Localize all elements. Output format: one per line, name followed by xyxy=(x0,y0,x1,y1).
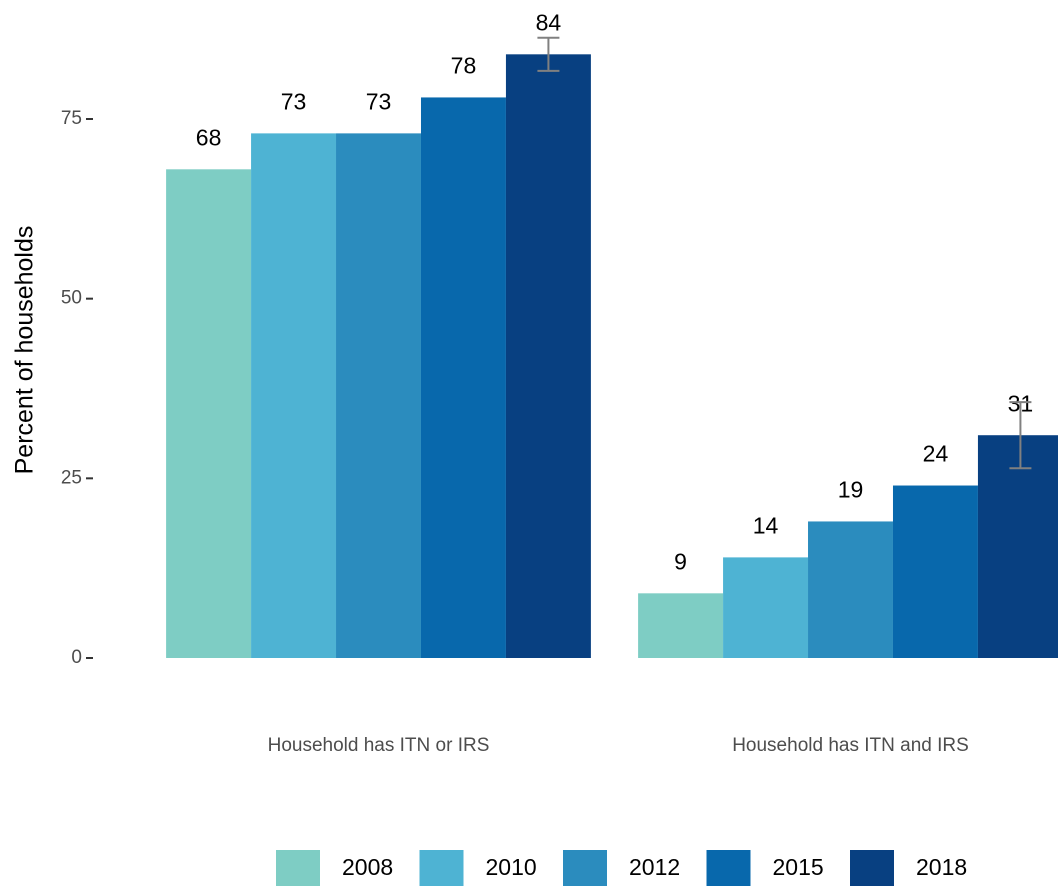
bar xyxy=(251,133,337,658)
legend-label: 2012 xyxy=(629,854,680,880)
y-tick-label: 50 xyxy=(61,288,82,309)
legend-swatch xyxy=(850,850,894,886)
bar xyxy=(166,169,252,658)
bar xyxy=(336,133,421,658)
legend-swatch xyxy=(419,850,464,886)
legend-label: 2010 xyxy=(486,854,537,880)
y-axis-label: Percent of households xyxy=(11,226,39,475)
bar xyxy=(808,521,893,658)
data-label: 9 xyxy=(674,548,687,574)
legend-swatch xyxy=(563,850,607,886)
x-tick-label: Household has ITN or IRS xyxy=(268,735,490,756)
bar xyxy=(723,557,809,658)
legend-label: 2008 xyxy=(342,854,393,880)
data-label: 14 xyxy=(753,512,779,538)
data-label: 24 xyxy=(923,441,949,467)
error-bar xyxy=(537,36,560,72)
legend-swatch xyxy=(276,850,320,886)
x-tick-label: Household has ITN and IRS xyxy=(732,735,969,756)
bar xyxy=(977,435,1058,658)
bar xyxy=(638,593,724,658)
data-label: 73 xyxy=(366,88,392,114)
y-tick-label: 0 xyxy=(71,647,82,668)
data-label: 19 xyxy=(838,477,864,503)
data-label: 78 xyxy=(451,53,477,79)
legend-swatch xyxy=(706,850,751,886)
data-label: 68 xyxy=(196,124,222,150)
y-tick-label: 75 xyxy=(61,108,82,129)
data-label: 84 xyxy=(536,9,562,35)
legend-label: 2015 xyxy=(773,854,824,880)
legend-label: 2018 xyxy=(916,854,967,880)
bar xyxy=(505,54,591,658)
error-bar xyxy=(1009,401,1032,470)
bar xyxy=(892,485,978,658)
bar xyxy=(420,97,506,658)
data-label: 73 xyxy=(281,88,307,114)
y-tick-label: 25 xyxy=(61,467,82,488)
